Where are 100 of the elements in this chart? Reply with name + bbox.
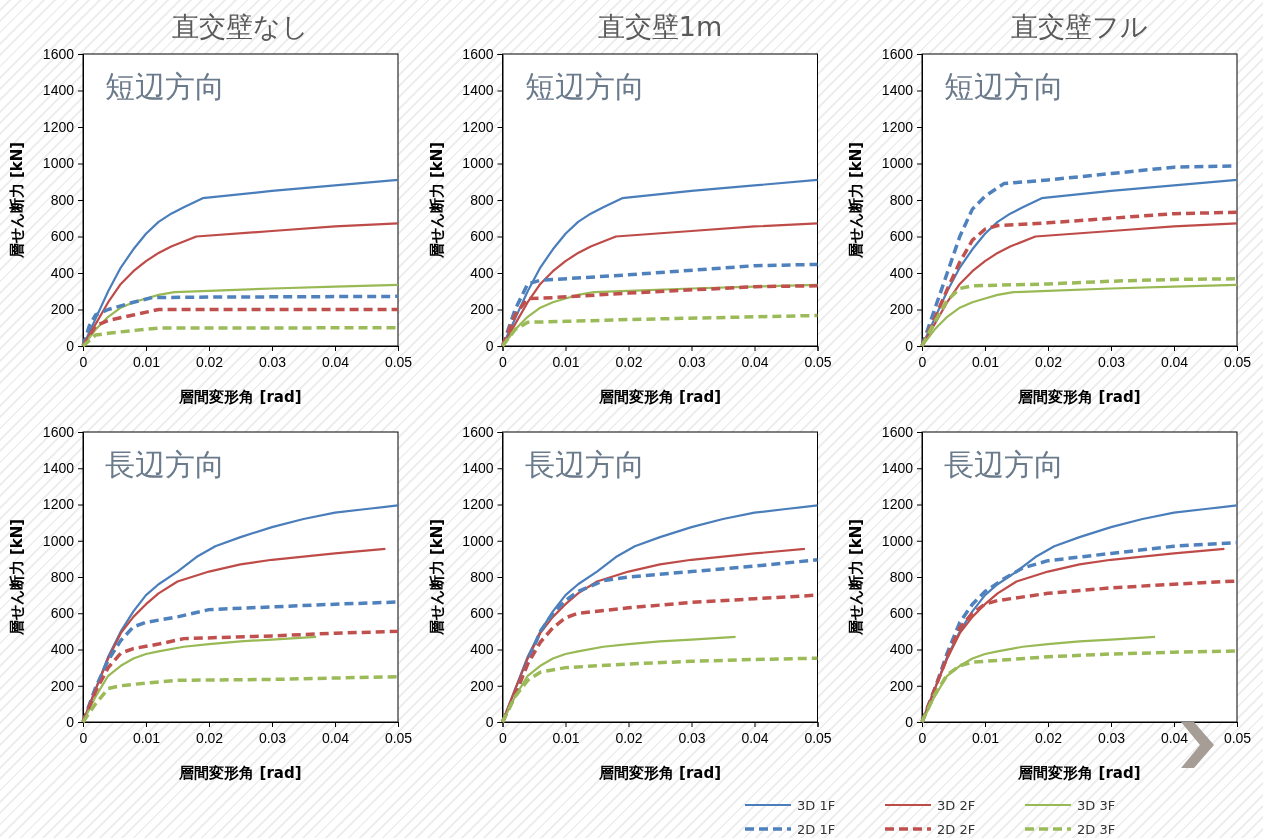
x-tick-label: 0.01: [552, 729, 580, 746]
y-tick-label: 1600: [881, 45, 914, 62]
annotation: 短辺方向: [944, 69, 1064, 104]
y-tick-label: 1000: [42, 532, 75, 549]
x-tick-label: 0.04: [321, 353, 350, 370]
x-tick-label: 0: [918, 729, 927, 746]
y-tick-label: 1600: [462, 45, 494, 62]
legend-label: 3D 3F: [1077, 798, 1116, 813]
annotation: 長辺方向: [524, 447, 645, 482]
x-axis-title: 層間変形角 [rad]: [178, 764, 302, 782]
y-tick-label: 600: [470, 228, 494, 245]
y-tick-label: 1400: [42, 460, 75, 477]
y-tick-label: 600: [889, 228, 914, 245]
y-tick-label: 1400: [42, 82, 75, 99]
y-axis-title: 層せん断力 [kN]: [427, 518, 446, 637]
y-tick-label: 400: [50, 264, 75, 281]
x-tick-label: 0.01: [552, 353, 580, 370]
x-tick-label: 0: [79, 353, 88, 370]
x-tick-label: 0.04: [741, 729, 769, 746]
y-tick-label: 0: [485, 337, 494, 354]
x-axis-title: 層間変形角 [rad]: [178, 388, 302, 406]
y-tick-label: 600: [50, 605, 75, 622]
annotation: 長辺方向: [105, 447, 225, 482]
chart-title: 直交壁フル: [1011, 11, 1148, 42]
y-tick-label: 400: [470, 264, 494, 281]
y-tick-label: 1000: [42, 155, 75, 172]
x-tick-label: 0: [79, 729, 88, 746]
x-tick-label: 0.01: [971, 353, 1000, 370]
x-axis-title: 層間変形角 [rad]: [1017, 764, 1141, 782]
x-tick-label: 0: [499, 729, 508, 746]
legend-label: 2D 1F: [797, 822, 836, 837]
y-tick-label: 1400: [881, 82, 914, 99]
x-tick-label: 0.02: [1034, 729, 1063, 746]
x-tick-label: 0.01: [132, 353, 161, 370]
y-tick-label: 800: [889, 568, 914, 585]
y-tick-label: 0: [485, 713, 494, 730]
x-axis-title: 層間変形角 [rad]: [597, 764, 722, 782]
y-tick-label: 1200: [881, 118, 914, 135]
y-tick-label: 1000: [881, 532, 914, 549]
x-tick-label: 0.05: [384, 353, 413, 370]
x-tick-label: 0.03: [678, 729, 706, 746]
y-tick-label: 1000: [881, 155, 914, 172]
y-tick-label: 400: [889, 641, 914, 658]
y-tick-label: 800: [889, 191, 914, 208]
y-tick-label: 200: [470, 677, 494, 694]
chart-title: 直交壁1m: [597, 11, 723, 42]
y-tick-label: 0: [66, 713, 75, 730]
x-tick-label: 0.02: [615, 729, 643, 746]
x-tick-label: 0.02: [195, 353, 224, 370]
x-tick-label: 0.05: [1223, 353, 1252, 370]
y-tick-label: 200: [470, 301, 494, 318]
y-tick-label: 400: [470, 641, 494, 658]
x-axis-title: 層間変形角 [rad]: [597, 388, 722, 406]
x-tick-label: 0.04: [741, 353, 769, 370]
y-tick-label: 1200: [42, 496, 75, 513]
x-tick-label: 0.03: [1097, 353, 1126, 370]
x-tick-label: 0.05: [804, 729, 832, 746]
chart-title: 直交壁なし: [172, 11, 309, 42]
y-tick-label: 1200: [462, 496, 494, 513]
x-tick-label: 0.04: [1160, 353, 1189, 370]
y-tick-label: 400: [50, 641, 75, 658]
x-tick-label: 0.01: [971, 729, 1000, 746]
x-tick-label: 0: [918, 353, 927, 370]
y-tick-label: 800: [50, 191, 75, 208]
x-tick-label: 0: [499, 353, 508, 370]
legend-label: 2D 2F: [937, 822, 976, 837]
y-tick-label: 200: [50, 301, 75, 318]
y-tick-label: 1600: [881, 423, 914, 440]
y-tick-label: 0: [905, 337, 914, 354]
y-tick-label: 200: [889, 677, 914, 694]
x-tick-label: 0.05: [804, 353, 832, 370]
y-tick-label: 1600: [42, 45, 75, 62]
y-axis-title: 層せん断力 [kN]: [847, 141, 865, 260]
y-tick-label: 0: [905, 713, 914, 730]
y-tick-label: 1000: [462, 155, 494, 172]
x-tick-label: 0.04: [321, 729, 350, 746]
x-tick-label: 0.03: [258, 353, 287, 370]
legend-label: 3D 1F: [797, 798, 836, 813]
y-tick-label: 1200: [462, 118, 494, 135]
y-axis-title: 層せん断力 [kN]: [8, 518, 26, 637]
y-tick-label: 800: [470, 191, 494, 208]
x-tick-label: 0.02: [1034, 353, 1063, 370]
legend-label: 2D 3F: [1077, 822, 1116, 837]
y-tick-label: 1000: [462, 532, 494, 549]
x-tick-label: 0.03: [258, 729, 287, 746]
x-tick-label: 0.01: [132, 729, 161, 746]
y-tick-label: 1600: [462, 423, 494, 440]
y-tick-label: 1200: [42, 118, 75, 135]
x-tick-label: 0.03: [678, 353, 706, 370]
x-tick-label: 0.05: [384, 729, 413, 746]
y-tick-label: 400: [889, 264, 914, 281]
y-tick-label: 200: [50, 677, 75, 694]
y-tick-label: 1200: [881, 496, 914, 513]
legend-label: 3D 2F: [937, 798, 976, 813]
y-axis-title: 層せん断力 [kN]: [8, 141, 26, 260]
y-tick-label: 800: [50, 568, 75, 585]
y-tick-label: 1600: [42, 423, 75, 440]
x-tick-label: 0.03: [1097, 729, 1126, 746]
x-tick-label: 0.04: [1160, 729, 1189, 746]
annotation: 長辺方向: [944, 447, 1064, 482]
